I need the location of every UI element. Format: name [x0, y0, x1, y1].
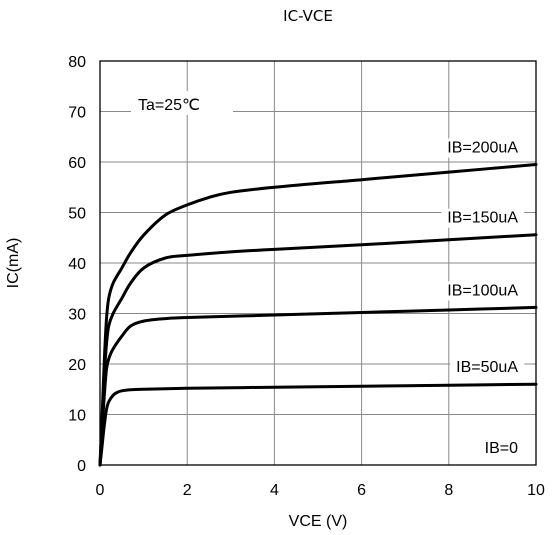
series-label-bg	[478, 439, 525, 458]
series-label-bg	[450, 358, 525, 378]
series-label-bg	[441, 208, 525, 228]
x-tick-label: 4	[270, 482, 279, 499]
x-tick-label: 10	[527, 482, 545, 499]
y-tick-label: 20	[68, 357, 86, 374]
y-axis-label: IC(mA)	[5, 238, 22, 289]
series-label-ib-0: IB=0	[485, 440, 518, 457]
y-tick-label: 80	[68, 54, 86, 71]
series-label-bg	[441, 281, 525, 301]
series-label-ib-100ua: IB=100uA	[447, 282, 518, 299]
series-labels: IB=0 IB=50uA IB=100uA IB=150uA IB=200uA	[441, 138, 525, 458]
x-axis-label: VCE (V)	[289, 513, 348, 530]
y-tick-label: 10	[68, 408, 86, 425]
series-line-ib-200ua	[98, 163, 538, 467]
series-label-ib-150ua: IB=150uA	[447, 210, 518, 227]
x-tick-label: 6	[357, 482, 366, 499]
y-tick-label: 40	[68, 256, 86, 273]
series-line-ib-150ua	[98, 233, 538, 467]
series-label-ib-50ua: IB=50uA	[456, 359, 518, 376]
y-tick-label: 0	[77, 458, 86, 475]
series-curves	[98, 163, 538, 467]
ta-annotation-text: Ta=25℃	[138, 97, 200, 114]
chart-title: IC-VCE	[283, 7, 333, 25]
x-tick-label: 8	[444, 482, 453, 499]
x-tick-label: 2	[183, 482, 192, 499]
x-tick-label: 0	[96, 482, 105, 499]
grid-lines	[100, 61, 536, 465]
y-tick-label: 50	[68, 206, 86, 223]
series-label-ib-200ua: IB=200uA	[447, 140, 518, 157]
y-tick-label: 60	[68, 155, 86, 172]
y-tick-label: 70	[68, 105, 86, 122]
ta-annotation-bg	[131, 91, 233, 115]
plot-frame	[99, 60, 537, 466]
axis-ticks: 0 2 4 6 8 10 0 10 20 30 40 50 60 70 80	[68, 54, 545, 499]
ta-annotation: Ta=25℃	[131, 91, 233, 115]
series-line-ib-50ua	[98, 382, 538, 467]
y-tick-label: 30	[68, 307, 86, 324]
series-label-bg	[441, 138, 525, 158]
